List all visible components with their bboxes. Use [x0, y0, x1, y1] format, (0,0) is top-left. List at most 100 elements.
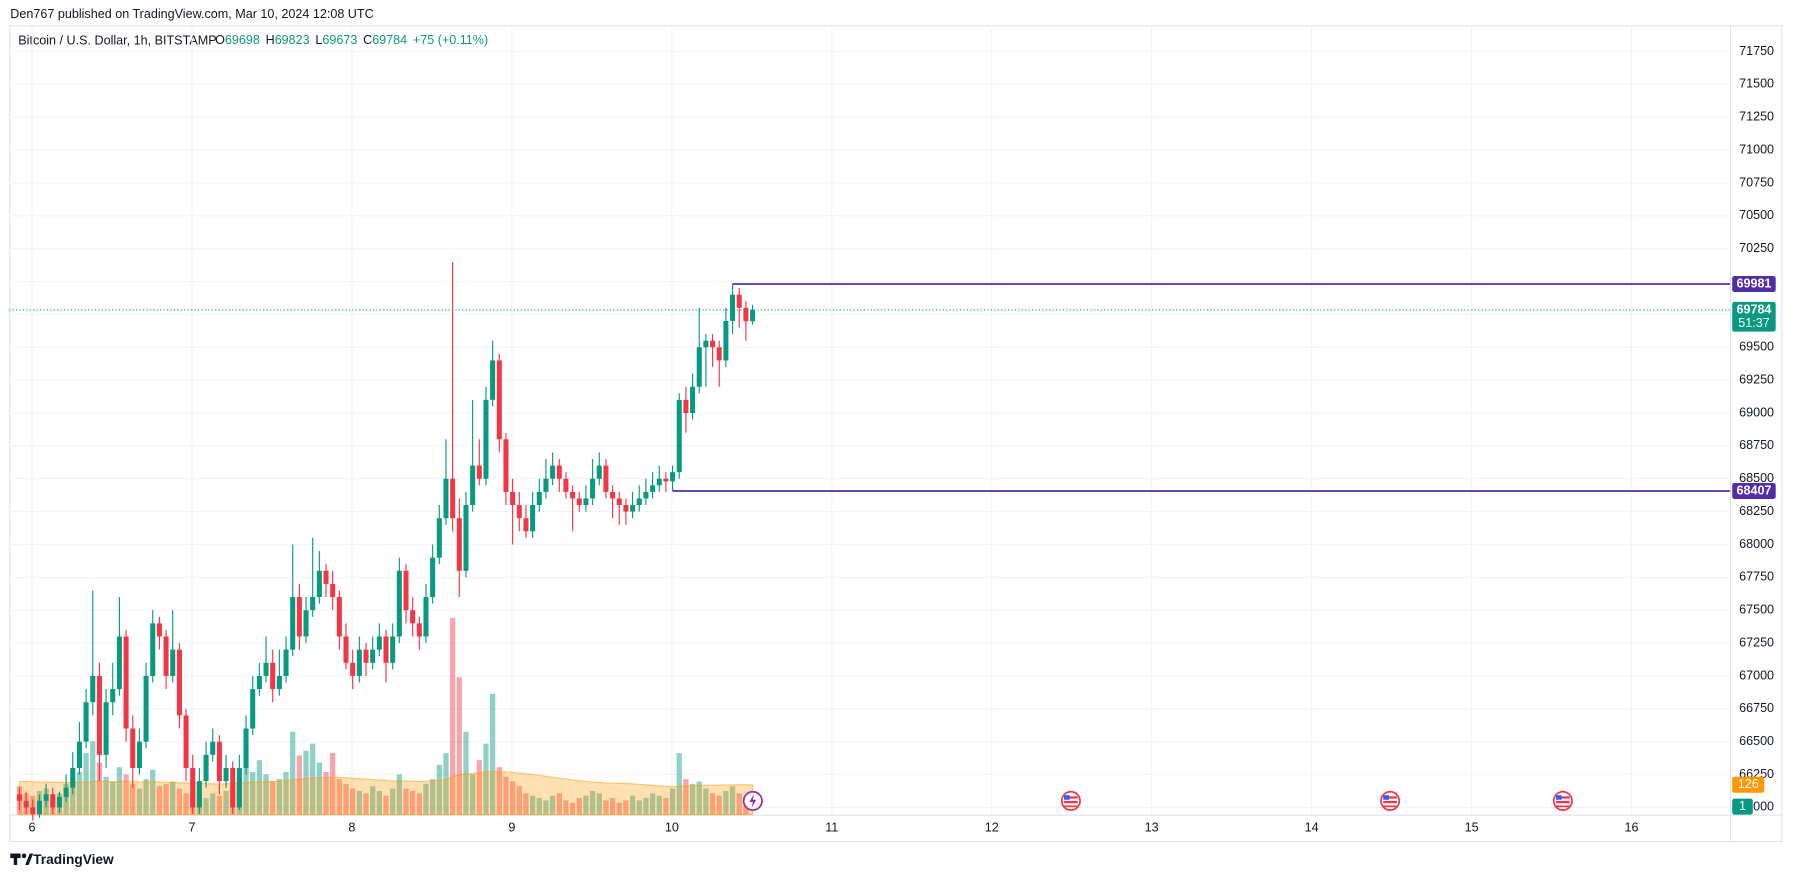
volume-bar [163, 783, 169, 815]
candle-body [656, 478, 662, 486]
candle-body [443, 478, 449, 519]
candle-body [216, 741, 222, 782]
candle-body [196, 781, 202, 808]
candle-body [716, 347, 722, 361]
y-tick-label: 69500 [1739, 340, 1774, 354]
volume-bar [576, 798, 582, 815]
candle-body [483, 399, 489, 479]
volume-bar [250, 771, 256, 815]
legend-key: H [266, 34, 275, 48]
legend-value: 69784 [372, 34, 407, 48]
candle-body [696, 347, 702, 387]
candle-body [150, 623, 156, 676]
candle-body [616, 498, 622, 506]
last-price-label-bg [1732, 301, 1776, 332]
volume-bar [609, 798, 616, 815]
candle-body [510, 491, 516, 506]
candle-body [530, 505, 536, 532]
candle-body [23, 800, 29, 808]
volume-bar [330, 753, 336, 815]
y-tick-label: 67500 [1739, 603, 1774, 617]
volume-bar [723, 790, 729, 815]
volume-bar [516, 786, 522, 815]
labels-layer: 6600066250665006675067000672506750067750… [29, 44, 1776, 835]
volume-bar [130, 783, 136, 815]
candle-body [230, 767, 236, 808]
volume-bar [676, 753, 682, 815]
y-tick-label: 71000 [1739, 142, 1774, 156]
candle-body [523, 518, 529, 532]
volume-bar [210, 793, 216, 815]
candle-body [176, 649, 182, 716]
volume-bar [596, 793, 602, 815]
lines-layer [9, 283, 1730, 492]
volume-bar [110, 781, 116, 815]
candle-body [36, 800, 42, 814]
volume-bar [490, 693, 496, 815]
candle-body [170, 649, 176, 676]
volume-bar [336, 779, 342, 815]
candle-body [596, 465, 602, 479]
candle-body [83, 702, 89, 742]
last-price-label: 69784 [1736, 302, 1771, 316]
candle-body [450, 478, 456, 519]
volume-bar [450, 618, 456, 815]
volume-bar [563, 800, 569, 815]
volume-bar [343, 783, 349, 815]
price-line-label: 69981 [1736, 276, 1771, 290]
volume-bar [423, 783, 429, 815]
volume-bar [669, 788, 676, 815]
volume-bar [716, 795, 722, 815]
candle-body [436, 518, 442, 558]
volume-bar [656, 795, 662, 815]
candle-body [376, 636, 382, 650]
volume-bar [470, 774, 476, 815]
y-tick-label: 66500 [1739, 734, 1774, 748]
volume-bar [443, 753, 449, 815]
volume-bar [370, 786, 376, 815]
legend-value: 69673 [322, 34, 357, 48]
volume-bar [123, 774, 129, 815]
candle-body [276, 675, 282, 690]
price-line-label-bg [1732, 482, 1776, 499]
volume-bar [476, 760, 482, 815]
volume-bar [316, 762, 322, 815]
legend-value: 69823 [275, 34, 310, 48]
candle-body [343, 636, 349, 663]
y-tick-label: 69000 [1739, 405, 1774, 419]
volume-ma-label: 126 [1738, 777, 1759, 791]
candle-body [623, 505, 629, 512]
candle-body [496, 360, 502, 440]
volume-bar [543, 800, 549, 815]
y-tick-label: 67250 [1739, 635, 1774, 649]
brand-logo [10, 853, 34, 865]
candle-body [136, 741, 142, 768]
volume-bar [116, 767, 123, 815]
candle-body [303, 610, 309, 637]
candle-body [16, 794, 22, 801]
candle-body [143, 675, 149, 742]
x-tick-label: 8 [348, 821, 355, 835]
volume-bar [523, 793, 529, 815]
x-tick-label: 11 [825, 821, 838, 835]
candle-body [676, 399, 682, 473]
candle-body [610, 491, 616, 499]
y-tick-label: 70750 [1739, 175, 1774, 189]
volume-bar [363, 793, 369, 815]
x-tick-label: 13 [1145, 821, 1159, 835]
volume-bar [643, 798, 649, 815]
candle-body [156, 623, 162, 637]
candle-body [456, 518, 462, 571]
volume-ma-label-bg [1732, 776, 1765, 793]
volume-bar [536, 798, 542, 815]
legend-key: C [363, 34, 372, 48]
candle-body [336, 597, 342, 637]
volume-bar [629, 795, 636, 815]
volume-bar [430, 779, 436, 815]
candle-body [103, 702, 109, 755]
candle-body [550, 465, 556, 479]
candle-body [503, 439, 509, 492]
candle-body [330, 583, 336, 598]
